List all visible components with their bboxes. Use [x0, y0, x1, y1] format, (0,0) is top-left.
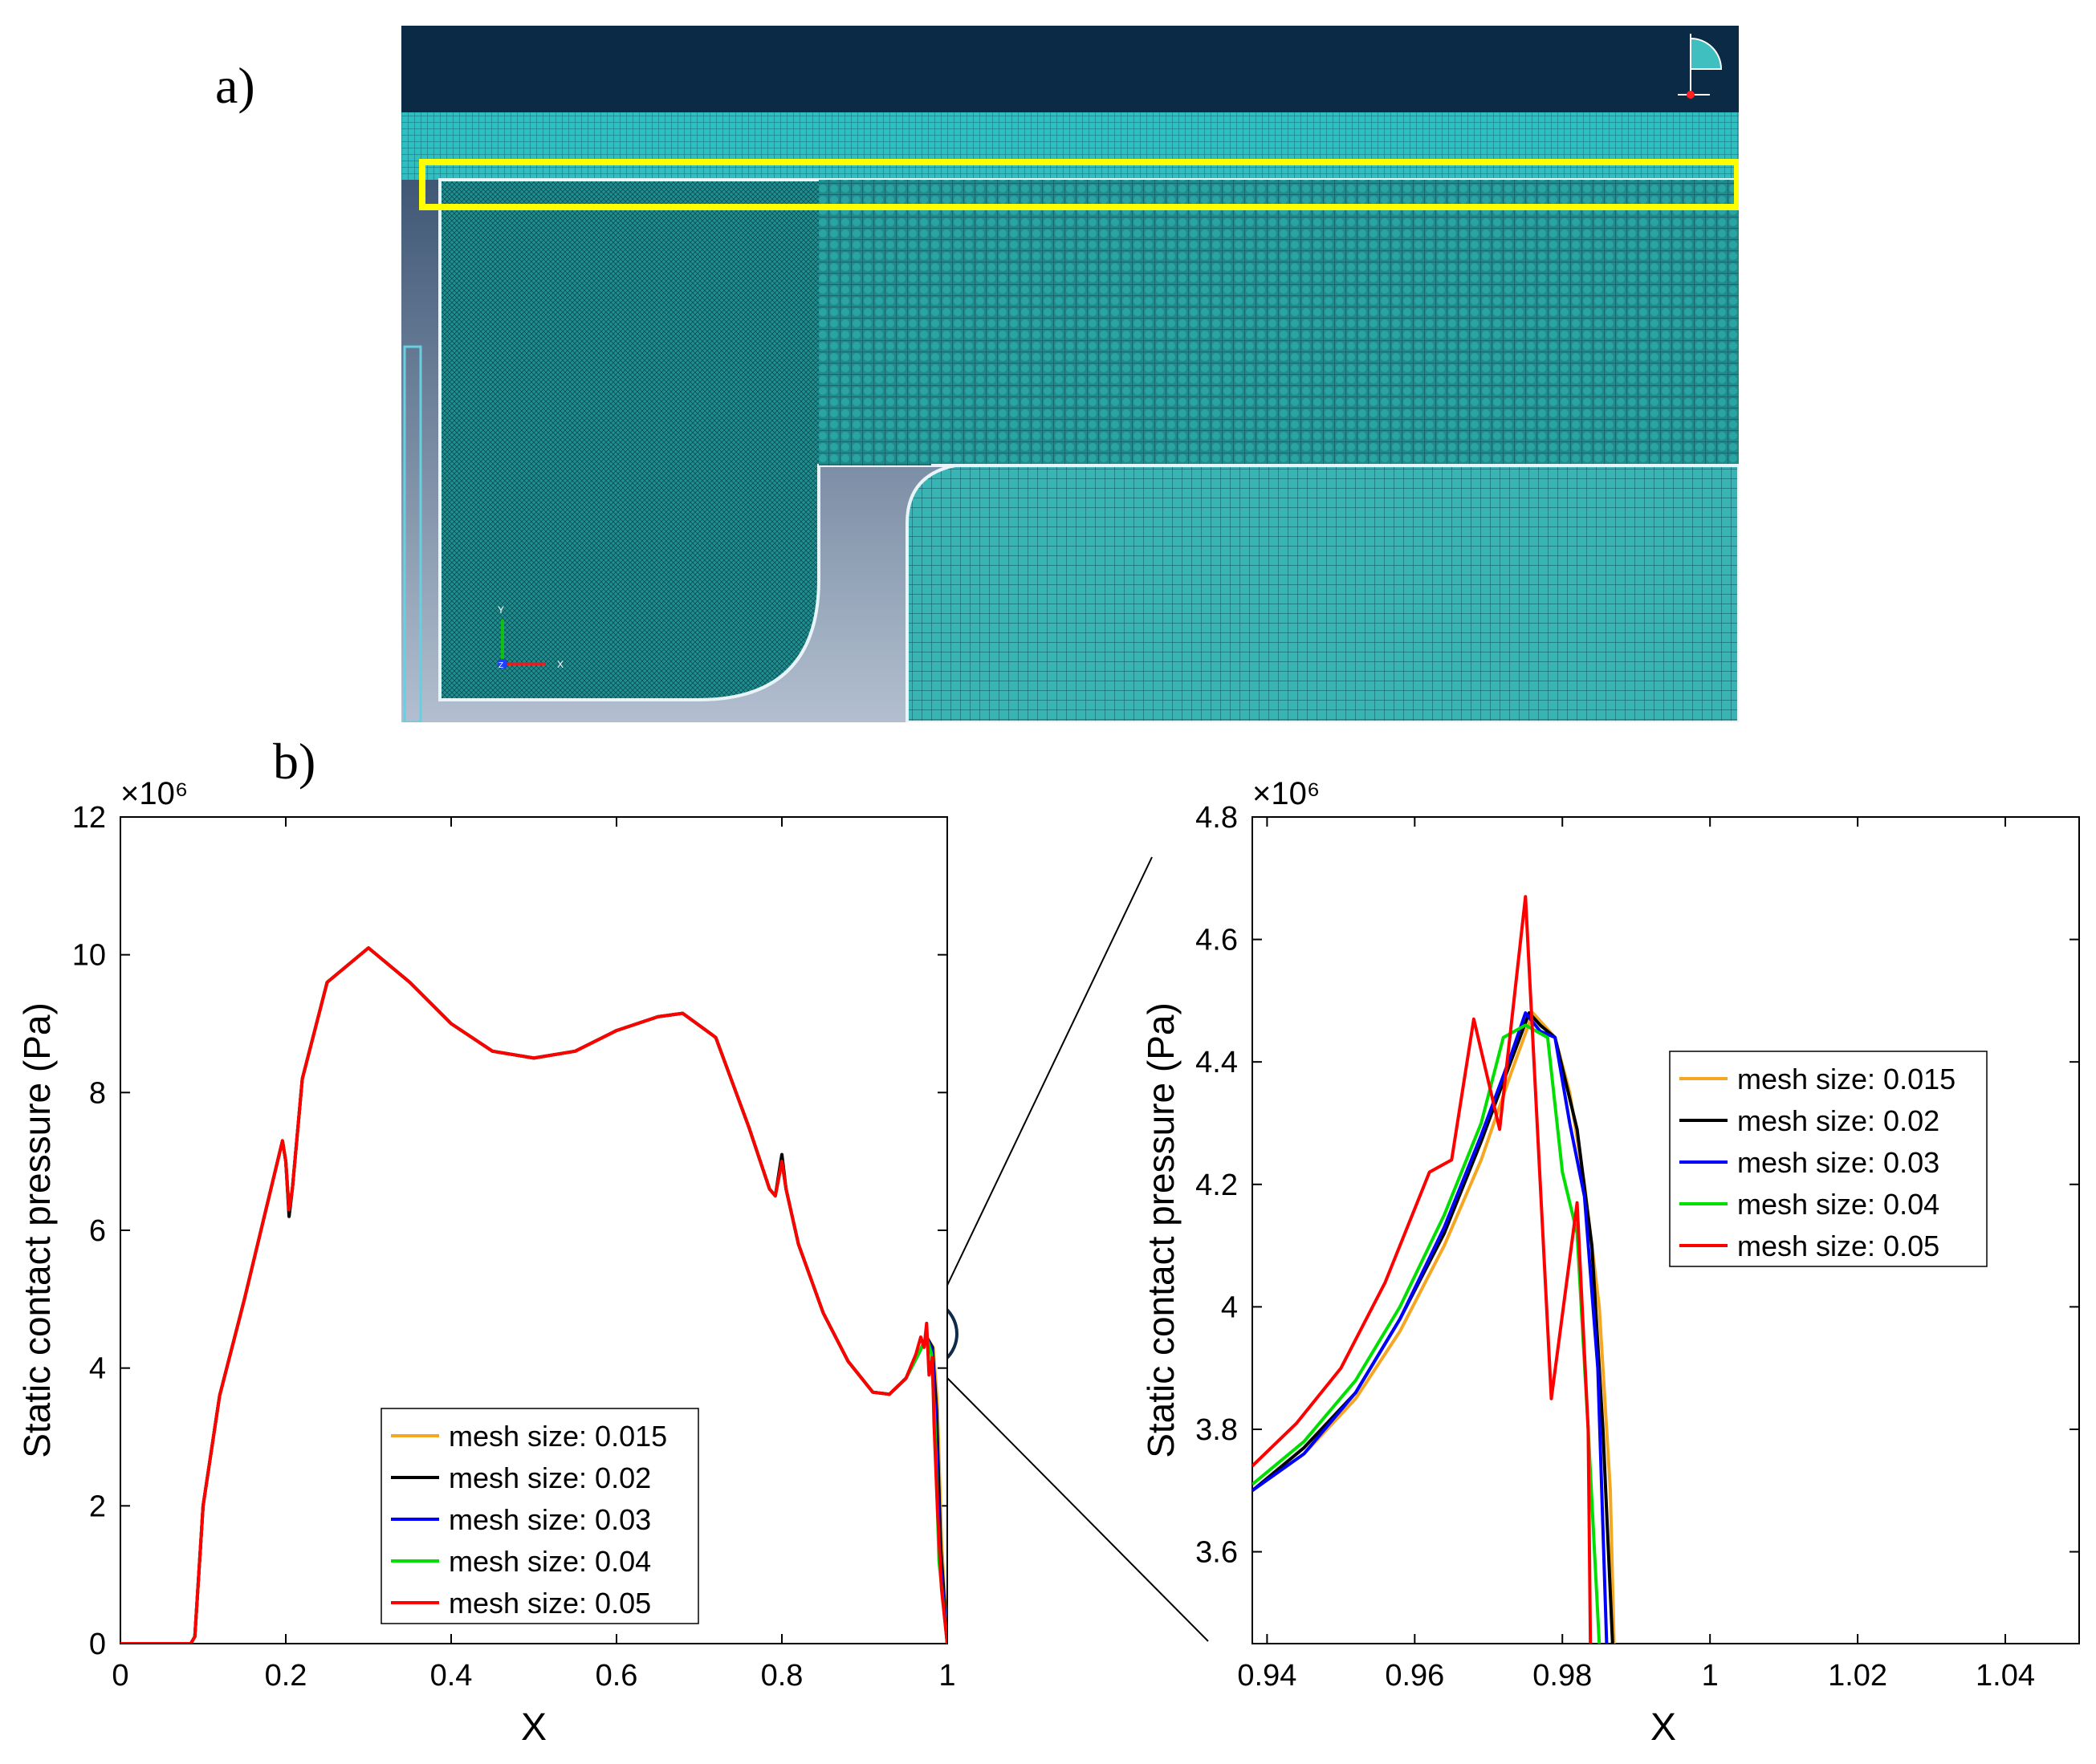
left-thin-part — [403, 345, 422, 722]
legend-label: mesh size: 0.04 — [449, 1545, 651, 1578]
x-tick-label: 0.8 — [761, 1659, 804, 1693]
top-mesh-layer — [401, 112, 1739, 180]
triad-x-label: X — [557, 659, 564, 670]
x-tick-label: 0.4 — [430, 1659, 473, 1693]
legend-items: mesh size: 0.015 mesh size: 0.02 mesh size… — [1679, 1063, 1956, 1262]
legend-label: mesh size: 0.02 — [1737, 1104, 1939, 1137]
y-tick-label: 3.8 — [1195, 1413, 1238, 1447]
legend-items: mesh size: 0.015 mesh size: 0.02 mesh size… — [391, 1420, 667, 1620]
y-tick-label: 6 — [89, 1214, 106, 1248]
legend: mesh size: 0.015 mesh size: 0.02 mesh size… — [381, 1408, 699, 1624]
legend: mesh size: 0.015 mesh size: 0.02 mesh size… — [1669, 1051, 1988, 1267]
x-tick-label: 0 — [112, 1659, 128, 1693]
background-top — [401, 26, 1739, 112]
legend-label: mesh size: 0.04 — [1737, 1188, 1939, 1221]
series-group — [120, 946, 947, 1644]
y-tick-label: 8 — [89, 1076, 106, 1110]
legend-label: mesh size: 0.015 — [1737, 1063, 1956, 1095]
x-tick-label: 1 — [1702, 1659, 1719, 1693]
legend-box — [1669, 1051, 1988, 1267]
x-tick-label: 1 — [938, 1659, 955, 1693]
zoom-connector-bottom — [942, 1373, 1209, 1642]
panel-b-label: b) — [273, 733, 316, 790]
x-tick-label: 0.98 — [1532, 1659, 1592, 1693]
triad-z-label: Z — [499, 661, 503, 670]
structured-mesh-region — [819, 180, 1739, 465]
zoom-connector-top — [942, 856, 1153, 1295]
fem-mesh-view: Y X Z — [401, 26, 1739, 722]
y-tick-label: 4 — [89, 1352, 106, 1386]
series-line — [1252, 895, 1593, 1644]
x-tick-label: 0.96 — [1385, 1659, 1444, 1693]
legend-label: mesh size: 0.05 — [1737, 1230, 1939, 1262]
y-tick-label: 4.6 — [1195, 924, 1238, 957]
highlight-box — [419, 159, 1739, 210]
legend-label: mesh size: 0.03 — [449, 1503, 651, 1536]
x-tick-label: 1.04 — [1976, 1659, 2035, 1693]
y-tick-label: 3.6 — [1195, 1536, 1238, 1570]
right-block-mesh — [906, 464, 1739, 722]
x-axis-label: X — [1650, 1706, 1676, 1749]
x-tick-label: 0.94 — [1237, 1659, 1296, 1693]
tick-group: 0.94 0.96 0.98 1 1.02 1.04 3.6 3.8 4 4.2 4.4 4.6 4.8 — [1195, 801, 2079, 1693]
y-tick-label: 0 — [89, 1628, 106, 1661]
legend-box — [381, 1408, 699, 1624]
triad-y-label: Y — [498, 604, 504, 616]
y-axis-label: Static contact pressure (Pa) — [16, 1002, 58, 1458]
x-axis-label: X — [521, 1706, 547, 1749]
y-tick-label: 4.4 — [1195, 1046, 1238, 1079]
y-tick-label: 12 — [72, 801, 106, 835]
exponent-label: ×10⁶ — [1252, 776, 1320, 811]
y-tick-label: 10 — [72, 939, 106, 973]
y-tick-label: 2 — [89, 1490, 106, 1523]
legend-label: mesh size: 0.05 — [449, 1587, 651, 1620]
series-line — [1252, 1011, 1609, 1644]
legend-label: mesh size: 0.03 — [1737, 1146, 1939, 1179]
y-tick-label: 4 — [1221, 1290, 1238, 1324]
series-line — [120, 946, 947, 1644]
panel-a-label: a) — [215, 57, 255, 114]
series-group — [1252, 895, 1616, 1644]
x-tick-label: 1.02 — [1828, 1659, 1887, 1693]
axis-triad-icon: Y X Z — [498, 604, 564, 670]
y-tick-label: 4.8 — [1195, 801, 1238, 835]
legend-label: mesh size: 0.015 — [449, 1420, 667, 1453]
y-tick-label: 4.2 — [1195, 1169, 1238, 1202]
view-cube-icon — [1678, 34, 1723, 99]
series-line — [1252, 1011, 1616, 1644]
x-tick-label: 0.2 — [265, 1659, 307, 1693]
x-tick-label: 0.6 — [596, 1659, 638, 1693]
y-axis-label: Static contact pressure (Pa) — [1140, 1002, 1182, 1458]
chart-zoom-detail: 0.94 0.96 0.98 1 1.02 1.04 3.6 3.8 4 4.2 4.4 4.6 4.8… — [1140, 776, 2080, 1749]
exponent-label: ×10⁶ — [120, 776, 188, 811]
legend-label: mesh size: 0.02 — [449, 1461, 651, 1494]
